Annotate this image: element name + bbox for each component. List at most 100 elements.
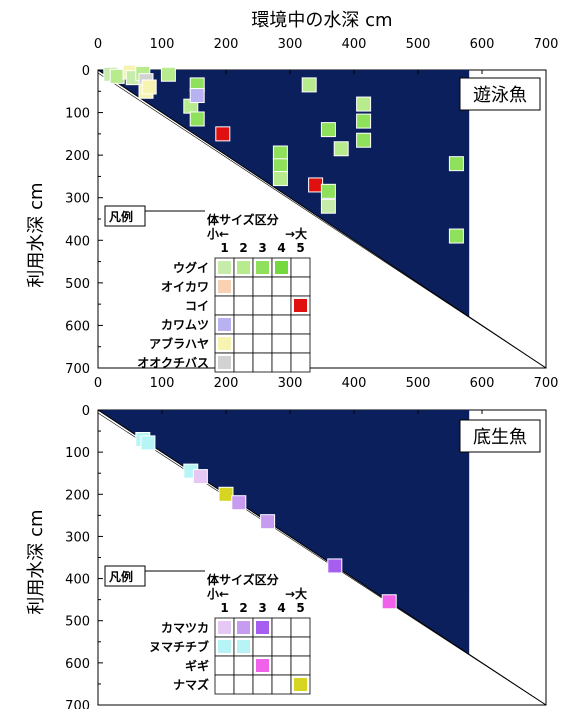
legend-size-header: 体サイズ区分: [207, 212, 279, 227]
legend-cell: [271, 617, 292, 638]
y-axis-title-bottom: 利用水深 cm: [26, 509, 47, 614]
y-tick-label: 500: [65, 277, 90, 292]
panel-title: 底生魚: [473, 427, 527, 448]
data-point: [160, 66, 176, 82]
y-tick-label: 100: [65, 446, 90, 461]
legend-cell: [233, 352, 254, 373]
legend-size-number: 4: [277, 601, 285, 615]
data-point: [109, 68, 125, 84]
legend-cell: [252, 314, 273, 335]
legend-cell: [271, 352, 292, 373]
data-point: [356, 132, 372, 148]
legend-cell: [271, 636, 292, 657]
legend-species-name: カマツカ: [161, 621, 209, 635]
legend-species-name: ギギ: [185, 658, 209, 673]
legend-species-name: コイ: [185, 299, 209, 313]
data-point: [189, 88, 205, 104]
one-to-one-line: [97, 69, 547, 369]
legend-swatch: [218, 318, 231, 331]
data-point: [231, 495, 247, 511]
legend-title: 凡例: [109, 569, 133, 584]
legend-swatch: [256, 621, 269, 634]
panel-title-box: [459, 77, 541, 111]
legend-cell: [252, 352, 273, 373]
legend-cell: [252, 295, 273, 316]
x-tick-label-bottom: 400: [342, 376, 367, 391]
legend-size-number: 5: [296, 601, 304, 615]
data-point: [272, 158, 288, 174]
data-point: [308, 177, 324, 193]
data-point: [215, 126, 231, 142]
legend-cell: [233, 276, 254, 297]
legend-size-number: 2: [239, 601, 247, 615]
x-tick-label-bottom: 100: [150, 376, 175, 391]
legend-cell: [290, 636, 311, 657]
legend-size-number: 1: [220, 601, 228, 615]
legend-cell: [290, 655, 311, 676]
x-tick-label-top: 0: [94, 37, 102, 52]
legend-cell: [290, 617, 311, 638]
legend-title-box: [104, 205, 146, 227]
data-point: [381, 594, 397, 610]
legend-size-large: →大: [285, 586, 307, 601]
y-tick-label: 200: [65, 488, 90, 503]
one-to-one-line: [97, 409, 547, 706]
legend-cell: [233, 655, 254, 676]
x-tick-label-top: 700: [534, 37, 559, 52]
x-tick-label-bottom: 200: [214, 376, 239, 391]
y-tick-label: 700: [65, 699, 90, 709]
legend-swatch: [256, 261, 269, 274]
legend-size-number: 3: [258, 601, 266, 615]
x-tick-label-top: 100: [150, 37, 175, 52]
swimming-fish-panel: 0100200300400500600700001001002002003003…: [65, 37, 558, 391]
y-tick-label: 600: [65, 657, 90, 672]
x-tick-label-top: 500: [406, 37, 431, 52]
x-tick-label-top: 300: [278, 37, 303, 52]
legend-swatch: [237, 261, 250, 274]
y-tick-label: 0: [82, 64, 90, 79]
legend-cell: [290, 352, 311, 373]
x-tick-label-top: 200: [214, 37, 239, 52]
legend-cell: [290, 276, 311, 297]
legend-cell: [271, 655, 292, 676]
legend-swatch: [218, 356, 231, 369]
panel-title-box: [459, 419, 541, 453]
legend-swatch: [256, 659, 269, 672]
legend-cell: [252, 333, 273, 354]
legend-cell: [233, 333, 254, 354]
legend-cell: [252, 674, 273, 695]
x-tick-label-bottom: 300: [278, 376, 303, 391]
y-tick-label: 400: [65, 573, 90, 588]
legend-swatch: [218, 640, 231, 653]
legend-cell: [233, 295, 254, 316]
y-tick-label: 500: [65, 615, 90, 630]
y-tick-label: 400: [65, 234, 90, 249]
legend-species-name: ウグイ: [173, 260, 209, 275]
data-point: [320, 122, 336, 138]
y-tick-label: 700: [65, 362, 90, 377]
legend-cell: [233, 674, 254, 695]
legend-cell: [214, 674, 235, 695]
legend-cell: [271, 674, 292, 695]
x-tick-label-bottom: 500: [406, 376, 431, 391]
legend-size-number: 5: [296, 241, 304, 255]
legend-title: 凡例: [109, 209, 133, 224]
data-point: [320, 198, 336, 214]
legend-cell: [252, 276, 273, 297]
legend-size-number: 2: [239, 241, 247, 255]
legend-cell: [214, 295, 235, 316]
data-point: [301, 77, 317, 93]
one-to-one-line-shadow: [97, 72, 547, 369]
x-tick-label-top: 600: [470, 37, 495, 52]
data-point: [356, 113, 372, 129]
data-point: [140, 435, 156, 451]
data-point: [327, 558, 343, 574]
legend-species-name: アブラハヤ: [149, 336, 209, 351]
legend-species-name: カワムツ: [161, 318, 209, 332]
legend-swatch: [294, 299, 307, 312]
legend-swatch: [275, 261, 288, 274]
x-axis-title: 環境中の水深 cm: [251, 10, 392, 31]
legend-species-name: オオクチバス: [137, 356, 209, 370]
legend-cell: [290, 257, 311, 278]
